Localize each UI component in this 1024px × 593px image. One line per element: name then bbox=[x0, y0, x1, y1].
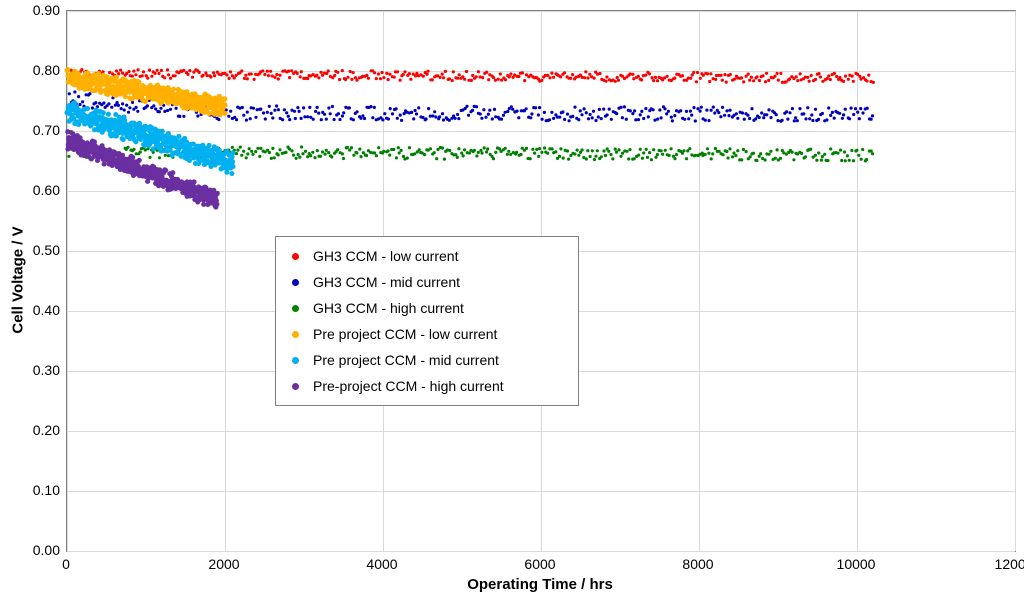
x-tick-label: 10000 bbox=[837, 556, 876, 572]
y-tick-label: 0.50 bbox=[33, 242, 60, 258]
y-tick-label: 0.70 bbox=[33, 122, 60, 138]
legend-label: GH3 CCM - high current bbox=[313, 300, 464, 316]
legend-item-pre-mid: Pre project CCM - mid current bbox=[286, 347, 568, 373]
legend-item-gh3-mid: GH3 CCM - mid current bbox=[286, 269, 568, 295]
x-tick-label: 8000 bbox=[682, 556, 713, 572]
legend-label: Pre project CCM - low current bbox=[313, 326, 497, 342]
y-axis-label: Cell Voltage / V bbox=[10, 226, 27, 333]
y-tick-label: 0.90 bbox=[33, 2, 60, 18]
series-pre-high bbox=[65, 129, 220, 210]
x-tick-label: 4000 bbox=[366, 556, 397, 572]
x-axis-label: Operating Time / hrs bbox=[467, 576, 613, 593]
legend-marker-icon bbox=[292, 383, 299, 390]
x-tick-label: 2000 bbox=[208, 556, 239, 572]
legend-marker-icon bbox=[292, 331, 299, 338]
voltage-time-chart: Cell Voltage / V Operating Time / hrs GH… bbox=[0, 0, 1024, 588]
y-tick-label: 0.80 bbox=[33, 62, 60, 78]
x-tick-label: 6000 bbox=[524, 556, 555, 572]
legend-label: Pre project CCM - mid current bbox=[313, 352, 499, 368]
y-tick-label: 0.10 bbox=[33, 482, 60, 498]
legend-item-pre-low: Pre project CCM - low current bbox=[286, 321, 568, 347]
legend: GH3 CCM - low current GH3 CCM - mid curre… bbox=[275, 236, 579, 406]
gridline-h bbox=[67, 551, 1015, 552]
legend-item-gh3-low: GH3 CCM - low current bbox=[286, 243, 568, 269]
legend-marker-icon bbox=[292, 279, 299, 286]
gridline-v bbox=[1015, 11, 1016, 551]
y-tick-label: 0.60 bbox=[33, 182, 60, 198]
legend-item-gh3-high: GH3 CCM - high current bbox=[286, 295, 568, 321]
x-tick-label: 12000 bbox=[995, 556, 1024, 572]
y-tick-label: 0.30 bbox=[33, 362, 60, 378]
legend-item-pre-high: Pre-project CCM - high current bbox=[286, 373, 568, 399]
y-tick-label: 0.40 bbox=[33, 302, 60, 318]
legend-marker-icon bbox=[292, 253, 299, 260]
legend-label: GH3 CCM - low current bbox=[313, 248, 458, 264]
y-tick-label: 0.20 bbox=[33, 422, 60, 438]
legend-label: GH3 CCM - mid current bbox=[313, 274, 460, 290]
x-tick-label: 0 bbox=[62, 556, 70, 572]
series-gh3-low bbox=[68, 68, 875, 84]
legend-marker-icon bbox=[292, 357, 299, 364]
legend-marker-icon bbox=[292, 305, 299, 312]
legend-label: Pre-project CCM - high current bbox=[313, 378, 504, 394]
y-tick-label: 0.00 bbox=[33, 542, 60, 558]
